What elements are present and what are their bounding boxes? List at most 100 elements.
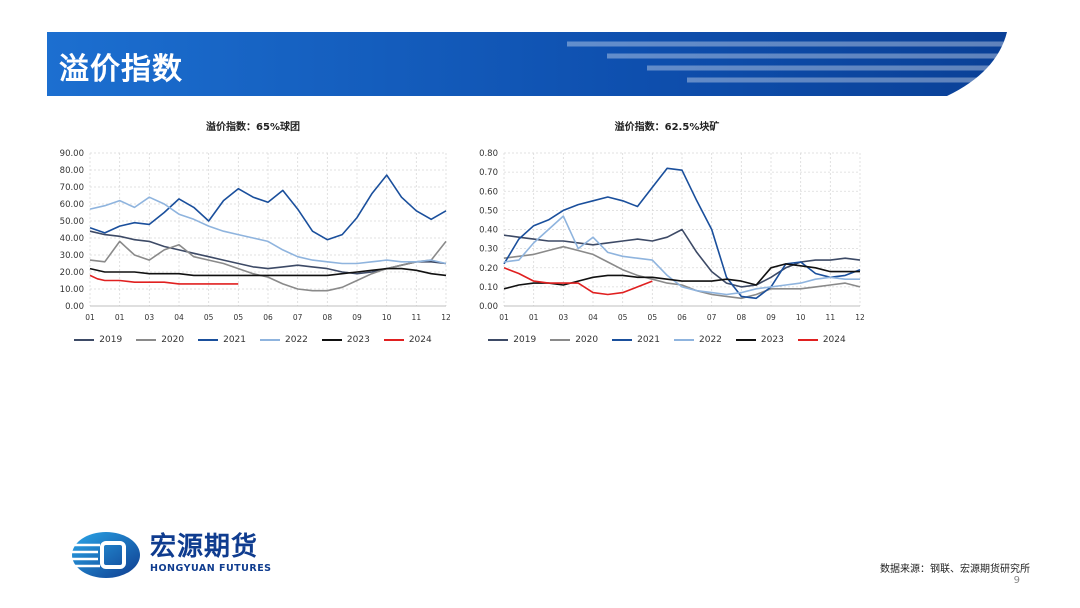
legend-item-2021: 2021 <box>612 335 660 345</box>
series-line-2020 <box>503 245 861 300</box>
series-line-2023 <box>89 267 447 277</box>
chart-lump-premium: 溢价指数：62.5%块矿 0.00 0.10 0.20 0.30 0.40 0.50 0.6… <box>462 118 872 358</box>
series-line-2023 <box>503 263 860 290</box>
legend-swatch <box>136 339 157 341</box>
y-tick-label: 0.60 <box>479 187 498 197</box>
legend-item-2020: 2020 <box>136 335 184 345</box>
chart-plot: 0.00 0.10 0.20 0.30 0.40 0.50 0.60 0.70 0.80 01 01… <box>479 149 865 322</box>
y-tick-label: 0.10 <box>479 283 498 293</box>
x-tick-label: 07 <box>707 313 717 322</box>
legend-label: 2019 <box>513 335 537 345</box>
y-tick-label: 30.00 <box>60 251 84 261</box>
x-tick-label: 05 <box>618 313 628 322</box>
legend-item-2024: 2024 <box>797 335 846 345</box>
header-banner: 溢价指数 <box>47 32 1032 96</box>
legend-swatch <box>74 339 95 341</box>
legend-label: 2022 <box>285 335 308 345</box>
y-tick-label: 50.00 <box>60 217 84 227</box>
legend-label: 2020 <box>161 335 185 345</box>
x-tick-label: 12 <box>855 313 865 322</box>
logo-text-cn: 宏源期货 <box>150 532 259 562</box>
legend-item-2023: 2023 <box>321 335 370 345</box>
series-line-2021 <box>89 174 447 241</box>
y-tick-label: 40.00 <box>60 234 84 244</box>
legend-label: 2024 <box>822 335 846 345</box>
legend-swatch <box>797 339 818 341</box>
y-tick-label: 60.00 <box>60 200 84 210</box>
data-source-note: 数据来源：钢联、宏源期货研究所 <box>880 564 1030 575</box>
series-line-2022 <box>503 215 860 296</box>
legend-swatch <box>198 339 219 341</box>
chart-legend: 2019 2020 2021 2022 2023 2024 <box>462 335 872 345</box>
x-tick-label: 01 <box>529 313 539 322</box>
y-tick-label: 0.80 <box>479 149 498 159</box>
chart-plot: 0.00 10.00 20.00 30.00 40.00 50.00 60.00 70.00 8… <box>60 149 451 322</box>
x-tick-label: 10 <box>382 313 392 322</box>
y-tick-label: 10.00 <box>60 285 84 295</box>
legend-swatch <box>674 339 694 341</box>
legend-swatch <box>321 339 342 341</box>
series-line-2022 <box>89 196 447 265</box>
y-tick-label: 0.70 <box>479 168 498 178</box>
y-tick-label: 20.00 <box>60 268 84 278</box>
legend-label: 2023 <box>346 335 370 345</box>
y-tick-label: 0.40 <box>479 226 498 236</box>
x-tick-label: 08 <box>737 313 747 322</box>
legend-item-2021: 2021 <box>198 335 246 345</box>
legend-label: 2024 <box>408 335 432 345</box>
legend-swatch <box>488 339 509 341</box>
legend-item-2022: 2022 <box>674 335 722 345</box>
x-tick-label: 01 <box>115 313 125 322</box>
x-tick-label: 01 <box>85 313 95 322</box>
x-tick-label: 06 <box>263 313 273 322</box>
x-tick-label: 05 <box>234 313 244 322</box>
page-title: 溢价指数 <box>59 52 183 87</box>
legend-label: 2023 <box>760 335 784 345</box>
legend-swatch <box>383 339 404 341</box>
series-line-2024 <box>89 274 239 285</box>
legend-swatch <box>550 339 571 341</box>
logo-mark-icon <box>72 532 140 578</box>
legend-swatch <box>735 339 756 341</box>
x-tick-label: 05 <box>204 313 214 322</box>
chart-title: 溢价指数：65%球团 <box>206 122 300 133</box>
legend-item-2019: 2019 <box>488 335 536 345</box>
y-tick-label: 70.00 <box>60 183 84 193</box>
y-tick-label: 80.00 <box>60 166 84 176</box>
x-tick-label: 05 <box>648 313 658 322</box>
legend-item-2020: 2020 <box>550 335 598 345</box>
legend-swatch <box>260 339 280 341</box>
legend-label: 2022 <box>699 335 722 345</box>
legend-label: 2021 <box>223 335 246 345</box>
y-tick-label: 0.00 <box>479 302 498 312</box>
legend-item-2022: 2022 <box>260 335 308 345</box>
x-tick-label: 09 <box>766 313 776 322</box>
chart-legend: 2019 2020 2021 2022 2023 2024 <box>48 335 458 345</box>
x-tick-label: 10 <box>796 313 806 322</box>
series-line-2021 <box>503 167 861 300</box>
legend-item-2024: 2024 <box>383 335 432 345</box>
legend-label: 2019 <box>99 335 123 345</box>
legend-item-2019: 2019 <box>74 335 122 345</box>
legend-swatch <box>612 339 633 341</box>
y-tick-label: 0.20 <box>479 264 498 274</box>
y-tick-label: 90.00 <box>60 149 84 159</box>
chart-pellet-premium: 溢价指数：65%球团 0.00 10.00 20.00 30.00 40.00 50.00… <box>48 118 458 358</box>
x-tick-label: 06 <box>677 313 687 322</box>
series-line-2024 <box>503 267 653 296</box>
company-logo: 宏源期货 HONGYUAN FUTURES <box>70 530 310 580</box>
page-number: 9 <box>1013 575 1020 586</box>
x-tick-label: 04 <box>588 313 598 322</box>
x-tick-label: 04 <box>174 313 184 322</box>
y-tick-label: 0.50 <box>479 206 498 216</box>
x-tick-label: 08 <box>323 313 333 322</box>
legend-label: 2020 <box>575 335 599 345</box>
y-tick-label: 0.30 <box>479 245 498 255</box>
x-tick-label: 03 <box>559 313 569 322</box>
x-tick-label: 11 <box>826 313 836 322</box>
logo-text-en: HONGYUAN FUTURES <box>150 563 272 574</box>
legend-item-2023: 2023 <box>735 335 784 345</box>
x-tick-label: 12 <box>441 313 451 322</box>
x-tick-label: 11 <box>412 313 422 322</box>
x-tick-label: 01 <box>499 313 509 322</box>
